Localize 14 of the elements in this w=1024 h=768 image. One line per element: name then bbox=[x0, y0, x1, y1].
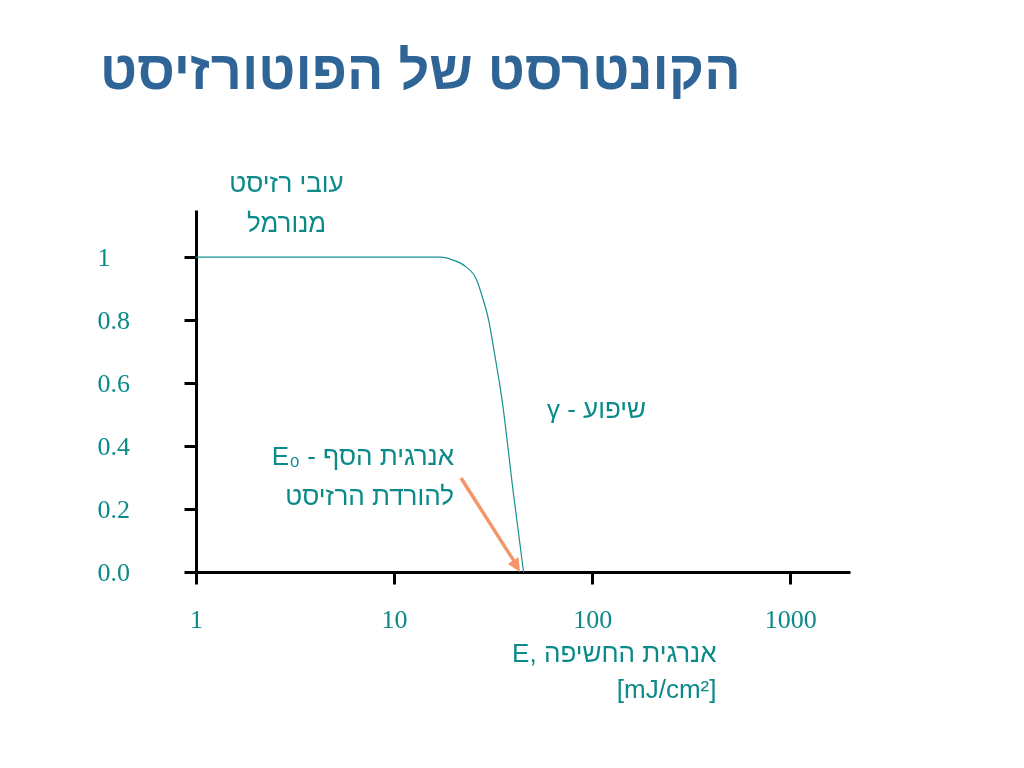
annotation: E₀ - אנרגית הסף להורדת הרזיסט bbox=[271, 441, 454, 511]
chart-title: הקונטרסט של הפוטורזיסט bbox=[100, 40, 741, 100]
y-tick-label: 0.8 bbox=[97, 305, 130, 335]
y-tick-label: 0.0 bbox=[97, 557, 130, 587]
annotation: γ - שיפוע bbox=[546, 394, 646, 424]
y-tick-label: 0.6 bbox=[97, 368, 130, 398]
x-tick-label: 100 bbox=[573, 604, 613, 634]
y-tick-label: 0.4 bbox=[97, 431, 130, 461]
y-tick-label: 1 bbox=[97, 242, 111, 272]
x-tick-label: 10 bbox=[381, 604, 408, 634]
y-tick-label: 0.2 bbox=[97, 494, 130, 524]
y-axis-title: עובי רזיסט מנורמל bbox=[229, 167, 344, 238]
x-tick-label: 1 bbox=[190, 604, 203, 634]
x-tick-label: 1000 bbox=[764, 604, 817, 634]
